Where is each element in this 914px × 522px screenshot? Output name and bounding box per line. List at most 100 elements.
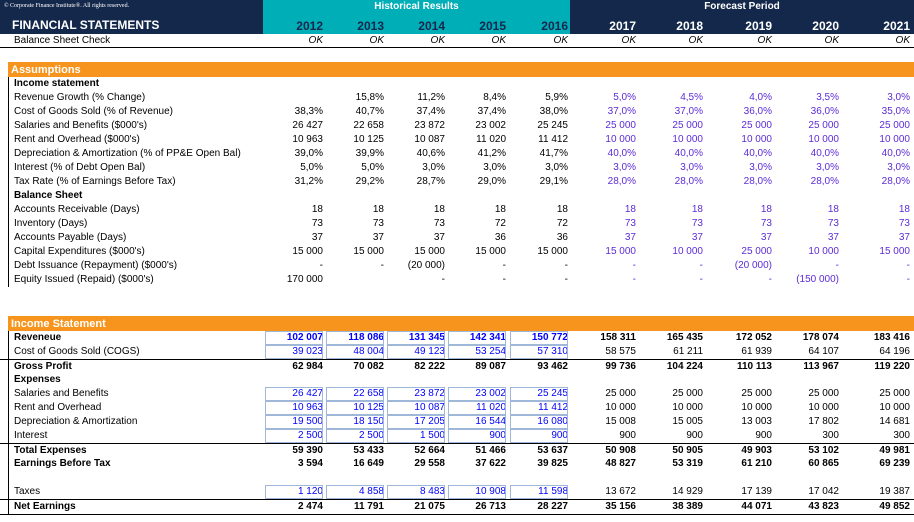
income-statement-row[interactable]: Net Earnings 2 474 11 791 21 075 26 713 28 22…: [0, 499, 914, 515]
assumption-cell[interactable]: 36: [494, 232, 506, 243]
assumption-row[interactable]: Capital Expenditures ($000's) 15 000 15 00…: [0, 245, 914, 259]
assumption-cell[interactable]: 37: [691, 232, 703, 243]
assumption-cell[interactable]: 73: [624, 218, 636, 229]
assumption-cell[interactable]: 10 000: [672, 134, 703, 145]
balance-check-cell[interactable]: OK: [757, 35, 772, 46]
assumption-cell[interactable]: 10 000: [741, 134, 772, 145]
assumption-row[interactable]: Accounts Receivable (Days) 18 18 18 18 18 18 18…: [0, 203, 914, 217]
assumption-cell[interactable]: 10 000: [605, 134, 636, 145]
income-cell[interactable]: 11 791: [353, 501, 384, 512]
assumption-cell[interactable]: (150 000): [796, 274, 839, 285]
income-cell[interactable]: 10 000: [741, 402, 772, 413]
income-cell[interactable]: 10 000: [672, 402, 703, 413]
income-cell[interactable]: 69 239: [879, 458, 910, 469]
balance-check-cell[interactable]: OK: [688, 35, 703, 46]
assumption-cell[interactable]: 25 000: [741, 120, 772, 131]
income-cell[interactable]: 300: [893, 430, 910, 441]
income-statement-row[interactable]: Rent and Overhead 10 963 10 125 10 087 11 02…: [0, 401, 914, 415]
income-cell[interactable]: 51 466: [475, 445, 506, 456]
assumption-cell[interactable]: 73: [760, 218, 772, 229]
income-cell[interactable]: 60 865: [808, 458, 839, 469]
assumption-cell[interactable]: 37,4%: [477, 106, 506, 117]
assumption-cell[interactable]: -: [564, 260, 568, 271]
income-cell[interactable]: 64 107: [808, 346, 839, 357]
income-cell[interactable]: 48 004: [326, 345, 384, 359]
assumption-cell[interactable]: -: [768, 274, 772, 285]
assumption-cell[interactable]: -: [632, 260, 636, 271]
assumption-cell[interactable]: 31,2%: [294, 176, 323, 187]
income-cell[interactable]: 16 080: [510, 415, 568, 429]
income-cell[interactable]: 17 042: [808, 486, 839, 497]
assumption-row[interactable]: Revenue Growth (% Change) 15,8% 11,2% 8,4% 5…: [0, 91, 914, 105]
assumption-cell[interactable]: 73: [311, 218, 323, 229]
assumption-cell[interactable]: 18: [760, 204, 772, 215]
assumption-cell[interactable]: 36,0%: [743, 106, 772, 117]
assumption-row[interactable]: Equity Issued (Repaid) ($000's) 170 000 - -…: [0, 273, 914, 287]
income-cell[interactable]: 11 598: [510, 485, 568, 499]
assumption-cell[interactable]: 18: [556, 204, 568, 215]
income-statement-row[interactable]: Reveneue 102 007 118 086 131 345 142 341 150 …: [0, 331, 914, 345]
balance-check-cell[interactable]: OK: [621, 35, 636, 46]
income-cell[interactable]: 10 125: [326, 401, 384, 415]
income-cell[interactable]: 25 245: [510, 387, 568, 401]
assumption-cell[interactable]: -: [835, 260, 839, 271]
assumption-cell[interactable]: 5,0%: [361, 162, 384, 173]
assumption-cell[interactable]: 15,8%: [355, 92, 384, 103]
income-cell[interactable]: 49 123: [387, 345, 445, 359]
income-cell[interactable]: 2 500: [265, 429, 323, 443]
income-cell[interactable]: 89 087: [475, 361, 506, 372]
income-statement-row[interactable]: Interest 2 500 2 500 1 500 900 900 900 900 900 30…: [0, 429, 914, 443]
income-cell[interactable]: 82 222: [414, 361, 445, 372]
income-cell[interactable]: 10 087: [387, 401, 445, 415]
assumption-cell[interactable]: 37,4%: [416, 106, 445, 117]
assumption-cell[interactable]: 28,0%: [810, 176, 839, 187]
income-cell[interactable]: 13 672: [605, 486, 636, 497]
assumption-cell[interactable]: 25 000: [879, 120, 910, 131]
assumption-cell[interactable]: (20 000): [407, 260, 445, 271]
income-cell[interactable]: 18 150: [326, 415, 384, 429]
income-statement-row[interactable]: Earnings Before Tax 3 594 16 649 29 558 37 6…: [0, 457, 914, 471]
assumption-cell[interactable]: 25 000: [808, 120, 839, 131]
assumption-cell[interactable]: 3,5%: [816, 92, 839, 103]
assumption-cell[interactable]: 25 000: [741, 246, 772, 257]
assumption-cell[interactable]: 25 000: [672, 120, 703, 131]
assumption-cell[interactable]: 37: [311, 232, 323, 243]
assumption-cell[interactable]: 37: [827, 232, 839, 243]
income-cell[interactable]: 17 205: [387, 415, 445, 429]
income-cell[interactable]: 150 772: [510, 331, 568, 345]
income-cell[interactable]: [852, 373, 910, 387]
assumption-cell[interactable]: 22 658: [353, 120, 384, 131]
income-cell[interactable]: 16 544: [448, 415, 506, 429]
assumption-cell[interactable]: 18: [311, 204, 323, 215]
income-cell[interactable]: 61 211: [673, 346, 703, 357]
assumption-cell[interactable]: -: [441, 274, 445, 285]
income-cell[interactable]: 25 000: [605, 388, 636, 399]
income-cell[interactable]: 172 052: [735, 332, 772, 343]
income-cell[interactable]: 53 102: [808, 445, 839, 456]
income-cell[interactable]: [448, 373, 506, 387]
income-cell[interactable]: 38 389: [672, 501, 703, 512]
income-cell[interactable]: [578, 373, 636, 387]
assumption-cell[interactable]: -: [564, 274, 568, 285]
income-cell[interactable]: 15 008: [605, 416, 636, 427]
income-cell[interactable]: 17 802: [808, 416, 839, 427]
balance-sheet-check-row[interactable]: Balance Sheet Check OK OK OK OK OK OK OK OK OK OK: [0, 34, 914, 48]
balance-check-cell[interactable]: OK: [491, 35, 506, 46]
income-cell[interactable]: 70 082: [353, 361, 384, 372]
income-cell[interactable]: 25 000: [879, 388, 910, 399]
assumption-cell[interactable]: 23 002: [475, 120, 506, 131]
income-cell[interactable]: 131 345: [387, 331, 445, 345]
income-cell[interactable]: 4 858: [326, 485, 384, 499]
assumption-cell[interactable]: -: [699, 274, 703, 285]
income-cell[interactable]: 900: [619, 430, 636, 441]
income-cell[interactable]: 113 967: [803, 361, 839, 372]
income-cell[interactable]: 10 000: [879, 402, 910, 413]
income-cell[interactable]: 61 210: [741, 458, 772, 469]
income-cell[interactable]: 183 416: [873, 332, 910, 343]
income-statement-row[interactable]: Cost of Goods Sold (COGS) 39 023 48 004 49 …: [0, 345, 914, 359]
income-cell[interactable]: 10 908: [448, 485, 506, 499]
assumption-cell[interactable]: [326, 273, 384, 287]
income-cell[interactable]: 900: [755, 430, 772, 441]
assumption-cell[interactable]: 29,0%: [477, 176, 506, 187]
assumption-cell[interactable]: 11 020: [476, 134, 506, 145]
